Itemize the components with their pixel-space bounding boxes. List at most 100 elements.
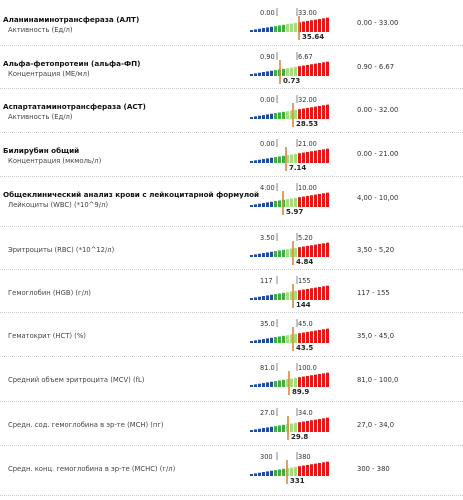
gauge-bar xyxy=(302,246,305,257)
gauge-bar xyxy=(282,292,285,300)
range-gauge: 117 155 144 xyxy=(250,274,334,314)
gauge-bar xyxy=(282,424,285,432)
result-row: Общеклинический анализ крови с лейкоцита… xyxy=(0,177,463,227)
gauge-bar xyxy=(250,430,253,432)
gauge-bars xyxy=(250,363,329,395)
gauge-bar xyxy=(318,373,321,387)
gauge-bar xyxy=(258,472,261,476)
gauge-bar xyxy=(294,422,297,432)
gauge-bar xyxy=(286,379,289,387)
gauge-bar xyxy=(250,30,253,32)
gauge-bar xyxy=(306,288,309,300)
gauge-bar xyxy=(294,66,297,76)
gauge-bar xyxy=(310,288,313,300)
measured-value: 144 xyxy=(296,301,311,309)
measured-value: 7.14 xyxy=(289,164,307,172)
low-limit-label: 4.00 xyxy=(260,184,275,192)
gauge-bar xyxy=(302,289,305,300)
gauge-bar xyxy=(278,112,281,119)
gauge-bar xyxy=(322,329,325,343)
gauge-bar xyxy=(326,285,329,300)
test-parameter-label: Гематокрит (HCT) (%) xyxy=(8,332,86,340)
gauge-bar xyxy=(302,465,305,476)
reference-range: 0.90 - 6.67 xyxy=(357,63,395,71)
gauge-bar xyxy=(298,466,301,476)
result-row: Средн. сод. гемоглобина в эр-те (MCH) (п… xyxy=(0,402,463,446)
gauge-bar xyxy=(282,111,285,119)
gauge-bar xyxy=(286,292,289,300)
gauge-bar xyxy=(310,151,313,163)
gauge-bar xyxy=(250,255,253,257)
reference-range: 0.00 - 33.00 xyxy=(357,19,399,27)
result-row: Билирубин общий Концентрация (мкмоль/л) 0.… xyxy=(0,133,463,177)
gauge-bar xyxy=(306,420,309,432)
gauge-bar xyxy=(266,158,269,163)
gauge-bar xyxy=(262,28,265,32)
gauge-bar xyxy=(254,29,257,32)
gauge-bar xyxy=(314,194,317,207)
gauge-bars xyxy=(250,319,329,351)
gauge-bar xyxy=(286,199,289,207)
reference-range: 0.00 - 32.00 xyxy=(357,106,399,114)
gauge-bar xyxy=(274,113,277,119)
low-limit-label: 35.0 xyxy=(260,320,275,328)
gauge-bar xyxy=(274,294,277,300)
gauge-bar xyxy=(262,72,265,76)
gauge-bar xyxy=(318,193,321,207)
low-limit-label: 117 xyxy=(260,277,273,285)
gauge-bar xyxy=(258,428,261,432)
gauge-bars xyxy=(250,233,329,265)
result-row: Альфа-фетопротеин (альфа-ФП) Концентрация… xyxy=(0,46,463,89)
gauge-bar xyxy=(306,107,309,119)
gauge-bar xyxy=(290,110,293,119)
gauge-bar xyxy=(258,28,261,32)
measured-value: 5.97 xyxy=(286,208,304,216)
gauge-bar xyxy=(326,17,329,32)
test-parameter-label: Средний объем эритроцита (MCV) (fL) xyxy=(8,376,145,384)
high-limit-label: 21.00 xyxy=(298,140,317,148)
gauge-bar xyxy=(314,150,317,163)
gauge-bar xyxy=(326,461,329,476)
gauge-bar xyxy=(326,417,329,432)
gauge-bar xyxy=(306,375,309,387)
gauge-bar xyxy=(266,471,269,476)
gauge-bar xyxy=(286,24,289,32)
gauge-bar xyxy=(294,466,297,476)
gauge-bar xyxy=(290,198,293,207)
gauge-bar xyxy=(262,383,265,387)
gauge-bar xyxy=(322,462,325,476)
gauge-bar xyxy=(298,377,301,387)
gauge-bar xyxy=(258,203,261,207)
gauge-bar xyxy=(270,426,273,432)
gauge-bar xyxy=(322,373,325,387)
high-limit-label: 45.0 xyxy=(298,320,313,328)
gauge-bar xyxy=(310,420,313,432)
gauge-bar xyxy=(250,474,253,476)
gauge-bar xyxy=(322,286,325,300)
gauge-bar xyxy=(298,422,301,432)
gauge-bar xyxy=(286,155,289,163)
gauge-bar xyxy=(274,70,277,76)
test-name: Общеклинический анализ крови с лейкоцита… xyxy=(3,190,260,199)
gauge-bar xyxy=(266,202,269,207)
gauge-bar xyxy=(298,333,301,343)
gauge-bar xyxy=(270,113,273,119)
gauge-bar xyxy=(282,68,285,76)
gauge-bar xyxy=(302,376,305,387)
gauge-bar xyxy=(314,244,317,257)
gauge-bar xyxy=(314,419,317,432)
gauge-bar xyxy=(306,20,309,32)
gauge-bar xyxy=(310,331,313,343)
gauge-bar xyxy=(258,339,261,343)
gauge-bar xyxy=(282,249,285,257)
range-gauge: 0.90 6.67 0.73 xyxy=(250,50,334,90)
gauge-bar xyxy=(274,381,277,387)
gauge-bar xyxy=(266,427,269,432)
test-parameter-label: Гемоглобин (HGB) (г/л) xyxy=(8,289,91,297)
gauge-bar xyxy=(254,384,257,387)
gauge-bar xyxy=(270,70,273,76)
gauge-bar xyxy=(322,193,325,207)
gauge-bar xyxy=(294,290,297,300)
gauge-bar xyxy=(298,197,301,207)
gauge-bar xyxy=(278,425,281,432)
